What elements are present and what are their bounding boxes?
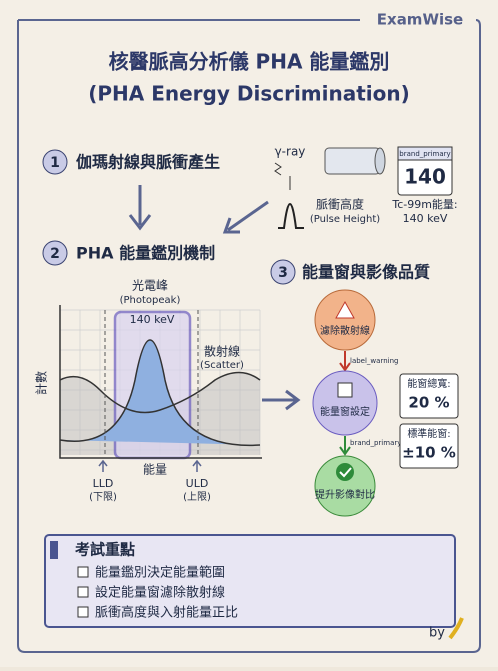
threshold-arrows xyxy=(98,459,202,472)
scatter-label-en: (Scatter) xyxy=(200,360,244,371)
warning-icon xyxy=(335,300,355,319)
step-badge xyxy=(42,149,68,175)
ray-wave xyxy=(274,162,282,176)
check xyxy=(339,467,352,478)
summary-item: 設定能量窗濾除散射線 xyxy=(95,585,225,601)
card-value: ±10 % xyxy=(402,444,456,462)
flow-arrow xyxy=(339,351,351,372)
y-axis-label: 計數 xyxy=(34,371,49,395)
subtitle: (PHA Energy Discrimination) xyxy=(88,82,410,106)
card-label: 能窗總寬: xyxy=(407,377,450,390)
summary-title: 考試重點 xyxy=(75,541,135,559)
arrow-diagonal xyxy=(222,200,269,234)
photopeak-label-en: (Photopeak) xyxy=(120,295,181,306)
card-value: 140 xyxy=(404,165,446,189)
step-badge xyxy=(42,240,68,266)
card-label: 標準能窗: xyxy=(407,427,450,440)
axes xyxy=(59,305,262,459)
pulse-label: 脈衝高度 xyxy=(316,197,364,212)
x-axis-label: 能量 xyxy=(143,463,167,477)
arrow-right xyxy=(262,389,301,411)
summary-items: 能量鑑別決定能量範圍 設定能量窗濾除散射線 脈衝高度與入射能量正比 xyxy=(77,565,238,621)
step-badge xyxy=(270,259,296,285)
caption: Tc-99m能量: xyxy=(391,197,457,211)
tag: label_warning xyxy=(350,357,398,365)
card-strip xyxy=(397,146,453,161)
step-number: 2 xyxy=(50,246,60,262)
node-label: 能量窗設定 xyxy=(320,405,370,418)
step-number: 3 xyxy=(278,265,288,281)
title: 核醫脈高分析儀 PHA 能量鑑別 xyxy=(109,50,390,74)
ray-label: γ-ray xyxy=(275,145,306,159)
node-label: 提升影像對比 xyxy=(315,488,375,501)
node-label: 濾除散射線 xyxy=(320,324,370,337)
node-window xyxy=(312,370,378,436)
detector xyxy=(324,147,381,175)
caption-value: 140 keV xyxy=(403,212,448,225)
tag: brand_primary xyxy=(350,439,401,447)
frame xyxy=(17,19,481,653)
flow-arrow xyxy=(339,436,351,456)
node-contrast xyxy=(314,455,376,517)
step-title: PHA 能量鑑別機制 xyxy=(76,244,215,263)
checkbox xyxy=(77,566,89,578)
detector-end xyxy=(374,147,386,175)
uld-note: (上限) xyxy=(183,491,211,503)
arrow-down xyxy=(128,185,152,231)
photopeak-curve xyxy=(59,339,261,447)
card-label: brand_primary xyxy=(399,150,450,158)
pulse xyxy=(278,203,304,229)
pulse-label-en: (Pulse Height) xyxy=(310,214,380,225)
lld: LLD xyxy=(93,477,114,490)
step-title: 伽瑪射線與脈衝產生 xyxy=(76,153,220,172)
summary-accent xyxy=(50,541,58,559)
threshold-lines xyxy=(104,310,199,455)
summary-item: 能量鑑別決定能量範圍 xyxy=(95,565,225,581)
peak-energy: 140 keV xyxy=(130,313,175,326)
info-card xyxy=(399,423,459,469)
brand: ExamWise xyxy=(377,11,463,29)
photopeak-label: 光電峰 xyxy=(132,279,168,293)
checkbox xyxy=(77,606,89,618)
signature: by xyxy=(429,626,445,641)
check-icon xyxy=(336,463,354,481)
scatter-label: 散射線 xyxy=(204,344,240,359)
banana-icon xyxy=(448,617,464,640)
card-value: 20 % xyxy=(408,394,449,412)
checkbox xyxy=(77,586,89,598)
lld-note: (下限) xyxy=(89,491,117,503)
info-card xyxy=(399,373,459,419)
uld: ULD xyxy=(186,477,209,490)
step-number: 1 xyxy=(50,155,60,171)
summary-item: 脈衝高度與入射能量正比 xyxy=(95,605,238,621)
scatter-curve xyxy=(59,371,261,414)
step-title: 能量窗與影像品質 xyxy=(302,263,430,282)
node-filter xyxy=(314,289,376,351)
window-icon xyxy=(337,382,353,398)
summary-box xyxy=(44,534,456,628)
